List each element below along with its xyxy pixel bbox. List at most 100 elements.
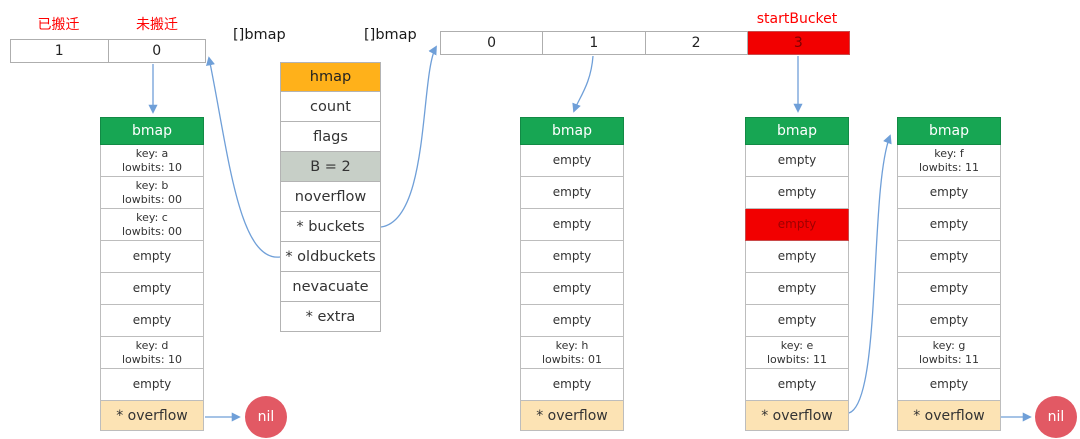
slot-empty-text: empty bbox=[552, 249, 592, 263]
bucket-table-overflow: bmap key: f lowbits: 11 empty empty empty empt… bbox=[897, 117, 1001, 431]
slot-empty-text: empty bbox=[929, 217, 969, 231]
hmap-struct-header: hmap bbox=[280, 62, 381, 92]
bucket-slot: empty bbox=[100, 305, 204, 337]
bucket-slot: empty bbox=[745, 209, 849, 241]
slot-lowbits-text: lowbits: 00 bbox=[121, 224, 183, 238]
slot-empty-text: empty bbox=[929, 313, 969, 327]
slot-lowbits-text: lowbits: 11 bbox=[766, 352, 828, 366]
overflow-pointer: * overflow bbox=[745, 401, 849, 431]
bucket-slot: key: g lowbits: 11 bbox=[897, 337, 1001, 369]
arrow-buckets-to-newindex bbox=[380, 45, 437, 228]
slot-empty-text: empty bbox=[777, 313, 817, 327]
bmap-header: bmap bbox=[745, 117, 849, 145]
slot-empty-text: empty bbox=[929, 281, 969, 295]
old-index-cell: 1 bbox=[10, 39, 109, 63]
slot-empty-text: empty bbox=[929, 377, 969, 391]
new-index-cell: 1 bbox=[543, 31, 646, 55]
label-bmap-slice-new: []bmap bbox=[364, 27, 417, 43]
bucket-slot: empty bbox=[100, 241, 204, 273]
bucket-slot: empty bbox=[745, 241, 849, 273]
slot-empty-text: empty bbox=[929, 249, 969, 263]
overflow-pointer: * overflow bbox=[897, 401, 1001, 431]
overflow-pointer: * overflow bbox=[100, 401, 204, 431]
slot-key-text: key: d bbox=[135, 338, 169, 352]
hmap-field: * extra bbox=[280, 302, 381, 332]
new-index-cell: 3 bbox=[747, 31, 850, 55]
bucket-slot: key: d lowbits: 10 bbox=[100, 337, 204, 369]
slot-empty-text: empty bbox=[777, 185, 817, 199]
slot-empty-text: empty bbox=[552, 377, 592, 391]
hmap-field: count bbox=[280, 92, 381, 122]
bucket-slot: key: a lowbits: 10 bbox=[100, 145, 204, 177]
slot-empty-text: empty bbox=[132, 377, 172, 391]
bucket-table-old: bmap key: a lowbits: 10 key: b lowbits: 00 ke… bbox=[100, 117, 204, 431]
hmap-field: * buckets bbox=[280, 212, 381, 242]
slot-empty-text: empty bbox=[777, 281, 817, 295]
bucket-slot: empty bbox=[100, 369, 204, 401]
label-not-migrated: 未搬迁 bbox=[136, 17, 178, 33]
bucket-slot: empty bbox=[520, 177, 624, 209]
new-index-cell: 0 bbox=[440, 31, 544, 55]
slot-empty-text: empty bbox=[132, 313, 172, 327]
bucket-table-new-3: bmap empty empty empty empty empty empty key: e… bbox=[745, 117, 849, 431]
arrow-oldbuckets-to-oldindex bbox=[206, 56, 281, 258]
bucket-slot: empty bbox=[520, 273, 624, 305]
bucket-slot: empty bbox=[745, 177, 849, 209]
hmap-field: * oldbuckets bbox=[280, 242, 381, 272]
bmap-header: bmap bbox=[520, 117, 624, 145]
slot-empty-text: empty bbox=[777, 377, 817, 391]
bucket-slot: key: e lowbits: 11 bbox=[745, 337, 849, 369]
bucket-slot: empty bbox=[520, 241, 624, 273]
slot-lowbits-text: lowbits: 01 bbox=[541, 352, 603, 366]
bucket-slot: key: h lowbits: 01 bbox=[520, 337, 624, 369]
slot-lowbits-text: lowbits: 11 bbox=[918, 160, 980, 174]
hmap-field: B = 2 bbox=[280, 152, 381, 182]
bucket-table-new-1: bmap empty empty empty empty empty empty key: h… bbox=[520, 117, 624, 431]
old-index-cell: 0 bbox=[108, 39, 206, 63]
hmap-field: nevacuate bbox=[280, 272, 381, 302]
bucket-slot: key: f lowbits: 11 bbox=[897, 145, 1001, 177]
slot-lowbits-text: lowbits: 10 bbox=[121, 160, 183, 174]
bucket-slot: empty bbox=[897, 241, 1001, 273]
slot-empty-text: empty bbox=[132, 249, 172, 263]
slot-key-text: key: h bbox=[555, 338, 589, 352]
bucket-slot: key: c lowbits: 00 bbox=[100, 209, 204, 241]
bucket-slot: empty bbox=[745, 369, 849, 401]
bucket-slot: empty bbox=[520, 145, 624, 177]
slot-empty-text: empty bbox=[777, 249, 817, 263]
label-migrated: 已搬迁 bbox=[37, 17, 80, 33]
overflow-pointer: * overflow bbox=[520, 401, 624, 431]
bucket-slot: empty bbox=[745, 305, 849, 337]
arrow-cell1-to-bucket1 bbox=[572, 55, 594, 113]
slot-empty-text: empty bbox=[777, 153, 817, 167]
slot-empty-text: empty bbox=[552, 217, 592, 231]
slot-empty-text: empty bbox=[552, 185, 592, 199]
bucket-slot: empty bbox=[520, 369, 624, 401]
slot-empty-text: empty bbox=[552, 313, 592, 327]
bucket-slot: empty bbox=[100, 273, 204, 305]
new-index-cell: 2 bbox=[645, 31, 748, 55]
slot-key-text: key: e bbox=[780, 338, 814, 352]
label-start-bucket: startBucket bbox=[756, 11, 838, 27]
bucket-slot: key: b lowbits: 00 bbox=[100, 177, 204, 209]
slot-key-text: key: a bbox=[135, 146, 169, 160]
slot-lowbits-text: lowbits: 00 bbox=[121, 192, 183, 206]
bucket-slot: empty bbox=[745, 273, 849, 305]
slot-key-text: key: f bbox=[934, 146, 964, 160]
slot-empty-text: empty bbox=[132, 281, 172, 295]
slot-lowbits-text: lowbits: 10 bbox=[121, 352, 183, 366]
hmap-field: noverflow bbox=[280, 182, 381, 212]
arrow-overflow-to-overflowbucket bbox=[848, 134, 892, 414]
slot-empty-text: empty bbox=[552, 281, 592, 295]
label-bmap-slice-old: []bmap bbox=[233, 27, 286, 43]
bmap-header: bmap bbox=[897, 117, 1001, 145]
slot-key-text: key: g bbox=[932, 338, 966, 352]
slot-empty-text: empty bbox=[929, 185, 969, 199]
bucket-slot: empty bbox=[897, 209, 1001, 241]
bucket-slot: empty bbox=[897, 177, 1001, 209]
slot-empty-text: empty bbox=[552, 153, 592, 167]
hmap-struct-table: hmap count flags B = 2 noverflow * buckets * o… bbox=[280, 62, 381, 332]
slot-key-text: key: c bbox=[136, 210, 168, 224]
